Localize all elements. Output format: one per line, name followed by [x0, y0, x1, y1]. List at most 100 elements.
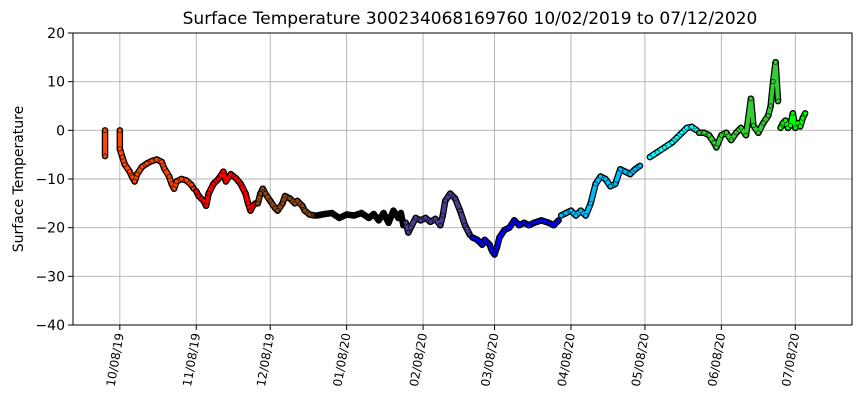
data-point — [403, 220, 409, 226]
x-tick-label: 10/08/19 — [104, 332, 127, 388]
data-point — [447, 191, 453, 197]
data-point — [684, 125, 690, 131]
y-tick-label: −20 — [35, 221, 65, 237]
data-point — [255, 200, 261, 206]
data-point — [669, 140, 675, 146]
data-point — [275, 208, 281, 214]
data-point — [302, 208, 308, 214]
data-point — [457, 208, 463, 214]
data-point — [161, 165, 167, 171]
data-point — [489, 248, 495, 254]
data-point — [728, 137, 734, 143]
data-point — [245, 200, 251, 206]
data-point — [800, 115, 806, 121]
data-point — [568, 208, 574, 214]
data-point — [679, 130, 685, 136]
series-6 — [557, 162, 644, 219]
series-0 — [101, 127, 198, 192]
data-point — [262, 191, 268, 197]
data-point — [782, 118, 788, 124]
y-axis-label: Surface Temperature — [11, 106, 27, 252]
data-point — [247, 208, 253, 214]
x-tick-label: 02/08/20 — [407, 332, 430, 388]
data-point — [371, 211, 377, 217]
data-point — [479, 242, 485, 248]
data-point — [344, 212, 350, 218]
data-point — [287, 195, 293, 201]
data-point — [482, 237, 488, 243]
data-point — [351, 213, 357, 219]
chart-title: Surface Temperature 300234068169760 10/0… — [183, 9, 758, 29]
data-point — [376, 217, 382, 223]
data-point — [487, 242, 493, 248]
data-point — [220, 169, 226, 175]
data-point — [129, 174, 135, 180]
data-point — [174, 178, 180, 184]
x-tick-label: 04/08/20 — [555, 332, 578, 388]
data-point — [395, 215, 401, 221]
series-9 — [777, 110, 809, 132]
data-point — [381, 210, 387, 216]
data-point — [117, 127, 123, 133]
data-point — [578, 208, 584, 214]
data-point — [149, 158, 155, 164]
data-point — [469, 234, 475, 240]
data-point — [802, 110, 808, 116]
data-point — [733, 130, 739, 136]
data-point — [432, 216, 438, 222]
series-6-segment — [588, 181, 598, 206]
data-point — [765, 113, 771, 119]
data-point — [768, 103, 774, 109]
data-point — [617, 166, 623, 172]
data-point — [792, 125, 798, 131]
data-point — [117, 146, 123, 152]
grid — [73, 32, 852, 326]
data-point — [718, 132, 724, 138]
x-tick-label: 11/08/19 — [180, 332, 203, 388]
data-point — [139, 164, 145, 170]
data-point — [538, 217, 544, 223]
data-point — [627, 171, 633, 177]
y-tick-label: −10 — [35, 172, 65, 188]
data-point — [797, 123, 803, 129]
series-1 — [193, 168, 259, 214]
data-point — [154, 157, 160, 163]
series-8-segment — [748, 96, 756, 128]
data-point — [674, 135, 680, 141]
data-point — [588, 200, 594, 206]
data-point — [329, 210, 335, 216]
data-point — [795, 120, 801, 126]
data-point — [183, 177, 189, 183]
data-point — [196, 193, 202, 199]
data-point — [556, 217, 562, 223]
data-point — [773, 59, 779, 65]
data-point — [696, 130, 702, 136]
data-point — [282, 193, 288, 199]
data-point — [294, 198, 300, 204]
x-tick-label: 07/08/20 — [779, 332, 802, 388]
data-point — [243, 191, 249, 197]
data-point — [159, 159, 165, 165]
data-point — [602, 176, 608, 182]
data-point — [418, 217, 424, 223]
data-series — [101, 58, 809, 258]
data-point — [427, 219, 433, 225]
series-2 — [254, 185, 318, 219]
data-point — [701, 130, 707, 136]
data-point — [551, 222, 557, 228]
data-point — [531, 220, 537, 226]
data-point — [622, 169, 628, 175]
series-7 — [646, 123, 700, 161]
data-point — [496, 234, 502, 240]
data-point — [280, 200, 286, 206]
data-point — [437, 222, 443, 228]
data-point — [790, 110, 796, 116]
data-point — [193, 188, 199, 194]
data-point — [558, 213, 564, 219]
y-tick-label: 0 — [56, 123, 65, 139]
data-point — [492, 251, 498, 257]
data-point — [723, 130, 729, 136]
data-point — [267, 198, 273, 204]
data-point — [755, 130, 761, 136]
